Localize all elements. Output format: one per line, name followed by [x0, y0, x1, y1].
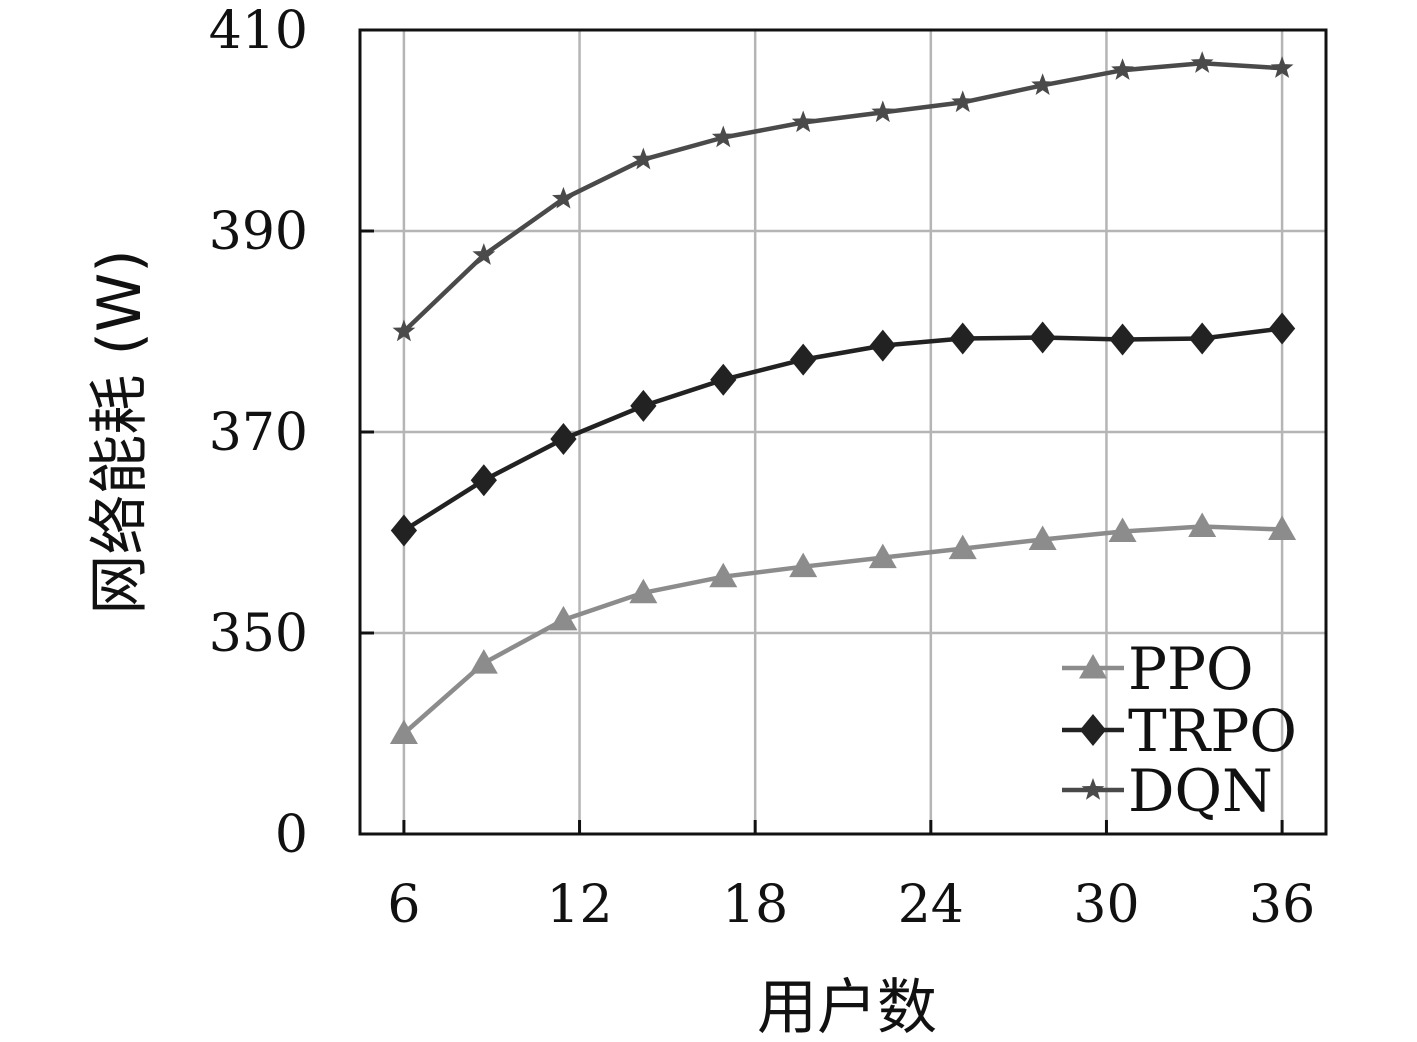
- data-point-trpo: [390, 514, 418, 547]
- x-tick-label: 6: [387, 875, 420, 935]
- x-axis-title: 用户数: [757, 973, 937, 1042]
- data-point-ppo: [789, 552, 818, 578]
- data-point-trpo: [1189, 322, 1216, 355]
- x-tick-label: 18: [722, 875, 788, 935]
- x-tick-label: 36: [1249, 875, 1315, 935]
- series-line-dqn: [402, 60, 1283, 334]
- data-point-trpo: [550, 423, 577, 456]
- series-layer: [389, 51, 1297, 744]
- legend-marker-dqn: [1081, 778, 1105, 800]
- y-axis-title: 网络能耗 (W): [85, 249, 155, 614]
- y-tick-label: 370: [209, 403, 308, 463]
- data-point-dqn: [552, 186, 575, 209]
- x-tick-label: 12: [546, 875, 612, 935]
- series-ppo: [389, 512, 1297, 744]
- data-point-dqn: [1111, 58, 1134, 80]
- legend-label-dqn: DQN: [1128, 757, 1273, 825]
- data-point-ppo: [549, 605, 578, 631]
- data-point-dqn: [951, 90, 975, 113]
- data-point-ppo: [868, 543, 897, 569]
- data-point-trpo: [949, 322, 976, 355]
- data-point-dqn: [1031, 73, 1055, 95]
- y-tick-label: 0: [275, 805, 308, 865]
- data-point-trpo: [1109, 323, 1136, 356]
- y-tick-label: 390: [209, 202, 308, 262]
- data-point-ppo: [629, 578, 658, 604]
- data-point-dqn: [631, 147, 655, 170]
- data-point-trpo: [869, 329, 896, 362]
- legend-label-ppo: PPO: [1128, 635, 1254, 703]
- data-point-dqn: [791, 110, 815, 133]
- x-axis-ticks: 6 12 18 24 30 36: [387, 820, 1315, 935]
- data-point-ppo: [469, 649, 498, 674]
- data-point-dqn: [871, 100, 895, 123]
- legend-label-trpo: TRPO: [1128, 697, 1297, 765]
- data-point-ppo: [1028, 525, 1057, 551]
- data-point-ppo: [389, 719, 418, 744]
- series-dqn: [392, 51, 1294, 342]
- data-point-dqn: [1190, 51, 1214, 73]
- data-point-trpo: [630, 389, 657, 422]
- data-point-trpo: [1029, 321, 1056, 354]
- data-point-dqn: [392, 319, 416, 342]
- grid-lines: [360, 30, 1326, 834]
- y-tick-label: 410: [209, 1, 308, 61]
- series-line-trpo: [402, 326, 1283, 533]
- data-point-ppo: [1108, 517, 1137, 542]
- data-point-dqn: [1270, 56, 1294, 78]
- series-trpo: [390, 312, 1296, 547]
- data-point-dqn: [711, 125, 735, 148]
- y-axis-ticks: 0 350 370 390 410: [209, 1, 374, 865]
- x-tick-label: 30: [1073, 875, 1139, 935]
- data-point-ppo: [948, 534, 977, 560]
- data-point-dqn: [472, 243, 496, 265]
- data-point-ppo: [709, 562, 738, 588]
- x-tick-label: 24: [898, 875, 964, 935]
- series-line-ppo: [402, 524, 1283, 736]
- data-point-ppo: [1268, 515, 1297, 540]
- data-point-trpo: [710, 363, 737, 396]
- data-point-trpo: [470, 464, 497, 497]
- data-point-ppo: [1188, 512, 1217, 537]
- data-point-trpo: [1268, 312, 1296, 345]
- y-tick-label: 350: [209, 604, 308, 664]
- data-point-trpo: [790, 343, 817, 376]
- legend-marker-trpo: [1079, 714, 1107, 746]
- legend-marker-ppo: [1079, 654, 1107, 679]
